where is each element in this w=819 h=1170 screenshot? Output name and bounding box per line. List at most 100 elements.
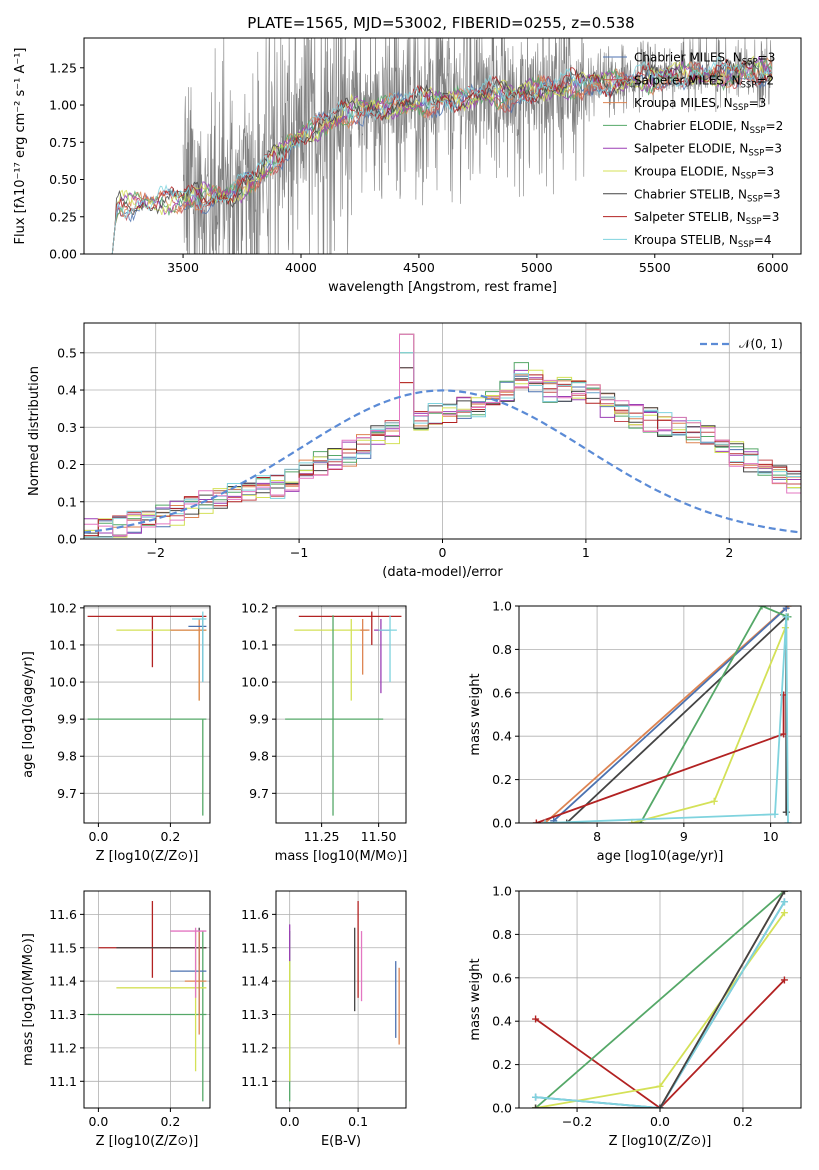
y-tick-label: 0.0 <box>57 532 77 547</box>
weight-point <box>532 1015 540 1023</box>
y-tick-label: 0.00 <box>49 247 77 262</box>
weight-point <box>780 909 788 917</box>
x-tick-label: 11.25 <box>304 829 340 844</box>
y-tick-label: 0.1 <box>57 494 77 509</box>
legend-subscript: SSP <box>750 126 766 136</box>
x-tick-label: −2 <box>146 545 164 560</box>
x-tick-label: 10 <box>763 829 779 844</box>
errorbars <box>87 611 207 816</box>
legend-count: =3 <box>756 165 774 179</box>
legend-count: =2 <box>756 73 774 87</box>
legend-subscript: SSP <box>733 103 749 113</box>
legend-count: =3 <box>749 96 767 110</box>
weight-line <box>535 979 786 1108</box>
x-tick-label: 8 <box>593 829 601 844</box>
x-tick-label: −0.2 <box>562 1114 592 1129</box>
x-tick-label: 3500 <box>167 260 199 275</box>
weight-point <box>710 797 718 805</box>
errorbars <box>285 611 402 816</box>
x-axis-label: Z [log10(Z/Z⊙)] <box>609 1134 712 1149</box>
y-tick-label: 11.2 <box>49 1040 77 1055</box>
x-tick-label: 4000 <box>285 260 317 275</box>
y-tick-label: 0.3 <box>57 420 77 435</box>
y-tick-label: 11.6 <box>241 907 269 922</box>
weight-point <box>780 976 788 984</box>
axes-frame <box>275 605 407 824</box>
histogram-step <box>84 333 801 536</box>
x-tick-label: 0.1 <box>348 1114 368 1129</box>
weight-point <box>541 819 549 823</box>
x-tick-label: 0.0 <box>88 1114 108 1129</box>
y-tick-label: 9.9 <box>249 712 269 727</box>
x-tick-label: 0.2 <box>160 1114 180 1129</box>
weight-lines <box>532 606 792 823</box>
y-axis-label: mass weight <box>468 958 483 1040</box>
legend-subscript: SSP <box>748 149 764 159</box>
x-axis-label: E(B-V) <box>321 1134 361 1149</box>
model-spectrum-line <box>111 56 773 254</box>
x-axis-label: wavelength [Angstrom, rest frame] <box>328 280 557 295</box>
y-tick-label: 10.2 <box>241 600 269 615</box>
legend-subscript: SSP <box>738 240 754 250</box>
weight-point <box>771 810 779 818</box>
y-axis-label: mass [log10(M/M⊙)] <box>21 933 36 1066</box>
x-tick-label: 0.2 <box>160 829 180 844</box>
y-tick-label: 0.4 <box>492 729 512 744</box>
model-spectrum-line <box>111 55 773 254</box>
x-tick-label: 0.2 <box>733 1114 753 1129</box>
x-tick-label: 4500 <box>403 260 435 275</box>
y-tick-label: 10.0 <box>49 675 77 690</box>
weight-point <box>758 606 766 610</box>
weight-line <box>544 606 789 823</box>
legend-label: Salpeter STELIB, NSSP=3 <box>634 210 779 227</box>
y-tick-label: 9.7 <box>57 786 77 801</box>
figure-title: PLATE=1565, MJD=53002, FIBERID=0255, z=0… <box>247 14 634 32</box>
weight-line <box>535 891 786 1108</box>
legend-count: =3 <box>758 51 776 65</box>
y-tick-label: 0.0 <box>492 1101 512 1116</box>
y-tick-label: 0.2 <box>492 772 512 787</box>
weight-line <box>553 607 787 822</box>
x-tick-label: 6000 <box>757 260 789 275</box>
y-tick-label: 0.50 <box>49 172 77 187</box>
weight-point <box>550 817 558 823</box>
weight-line <box>535 901 786 1108</box>
spectrum-panel: 3500 4000 4500 5000 5500 6000 0.00 0.25 0.50 0.75… <box>13 37 802 295</box>
y-tick-label: 0.8 <box>492 927 512 942</box>
x-tick-label: 2 <box>725 545 733 560</box>
weight-point <box>532 1093 540 1101</box>
weight-point <box>656 1082 664 1090</box>
weight-line <box>535 891 785 1108</box>
legend-label: Kroupa MILES, NSSP=3 <box>634 96 766 113</box>
weight-point <box>782 613 790 621</box>
weight-line <box>544 616 789 823</box>
y-tick-label: 11.2 <box>241 1040 269 1055</box>
weight-line <box>566 614 788 823</box>
legend-count: =3 <box>762 210 780 224</box>
axes-frame <box>83 37 802 255</box>
y-axis-label: age [log10(age/yr)] <box>21 651 36 778</box>
y-tick-label: 0.6 <box>492 685 512 700</box>
y-tick-label: 0.75 <box>49 135 77 150</box>
y-tick-label: 0.8 <box>492 642 512 657</box>
histogram-step <box>84 333 801 538</box>
legend-label: 𝒩(0, 1) <box>739 337 783 351</box>
y-tick-label: 10.1 <box>241 637 269 652</box>
y-tick-label: 0.6 <box>492 970 512 985</box>
legend-label: Chabrier STELIB, NSSP=3 <box>634 187 781 204</box>
legend-count: =4 <box>754 233 772 247</box>
weight-point <box>782 606 790 612</box>
weight-point <box>628 819 636 823</box>
legend-count: =3 <box>764 142 782 156</box>
weight-point <box>784 819 792 823</box>
y-tick-label: 11.5 <box>241 940 269 955</box>
y-axis-label: mass weight <box>468 673 483 755</box>
mass-weight-vs-Z-panel: −0.2 0.0 0.2 0.0 0.2 0.4 0.6 0.8 1.0 Z [log10(Z/Z… <box>468 884 802 1149</box>
y-tick-label: 1.25 <box>49 60 77 75</box>
x-tick-label: 0 <box>439 545 447 560</box>
legend-subscript: SSP <box>747 194 763 204</box>
mass-weight-vs-age-panel: 8 9 10 0.0 0.2 0.4 0.6 0.8 1.0 age [log10(age/yr)… <box>468 599 802 864</box>
y-tick-label: 10.2 <box>49 600 77 615</box>
y-tick-label: 0.0 <box>492 816 512 831</box>
y-tick-label: 1.0 <box>492 599 512 614</box>
